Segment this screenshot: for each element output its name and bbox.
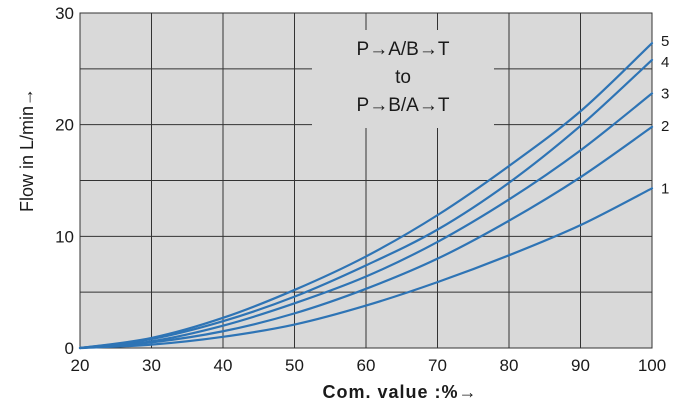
y-axis-ticks: 0 10 20 30 [55,4,74,358]
annotation-line-3: P→B/A→T [357,95,450,116]
series-line-5 [78,42,654,350]
x-tick-label: 90 [571,356,590,375]
y-tick-label: 30 [55,4,74,23]
x-tick-label: 20 [71,356,90,375]
series-label-2: 2 [661,118,669,135]
x-tick-label: 40 [214,356,233,375]
series-line-1 [78,187,654,350]
series-lines [78,42,654,350]
series-label-1: 1 [661,180,669,197]
y-tick-label: 10 [55,227,74,246]
y-tick-label: 0 [65,339,74,358]
grid [79,12,653,349]
series-labels: 1 2 3 4 5 [661,33,669,197]
x-tick-label: 70 [428,356,447,375]
series-line-2 [78,125,654,350]
series-line-4 [78,58,654,350]
x-tick-label: 100 [638,356,666,375]
x-axis-title: Com. value :%→ [322,382,477,402]
y-tick-label: 20 [55,116,74,135]
annotation-line-2: to [395,67,411,88]
annotation-box [312,30,494,128]
x-tick-label: 50 [285,356,304,375]
x-tick-label: 60 [357,356,376,375]
series-label-4: 4 [661,54,669,71]
series-label-3: 3 [661,85,669,102]
x-tick-label: 80 [500,356,519,375]
series-line-3 [78,92,654,350]
y-axis-title: Flow in L/min→ [17,88,37,212]
series-label-5: 5 [661,33,669,50]
annotation-line-1: P→A/B→T [357,39,450,60]
x-tick-label: 30 [142,356,161,375]
x-axis-ticks: 20 30 40 50 60 70 80 90 100 [71,356,667,375]
